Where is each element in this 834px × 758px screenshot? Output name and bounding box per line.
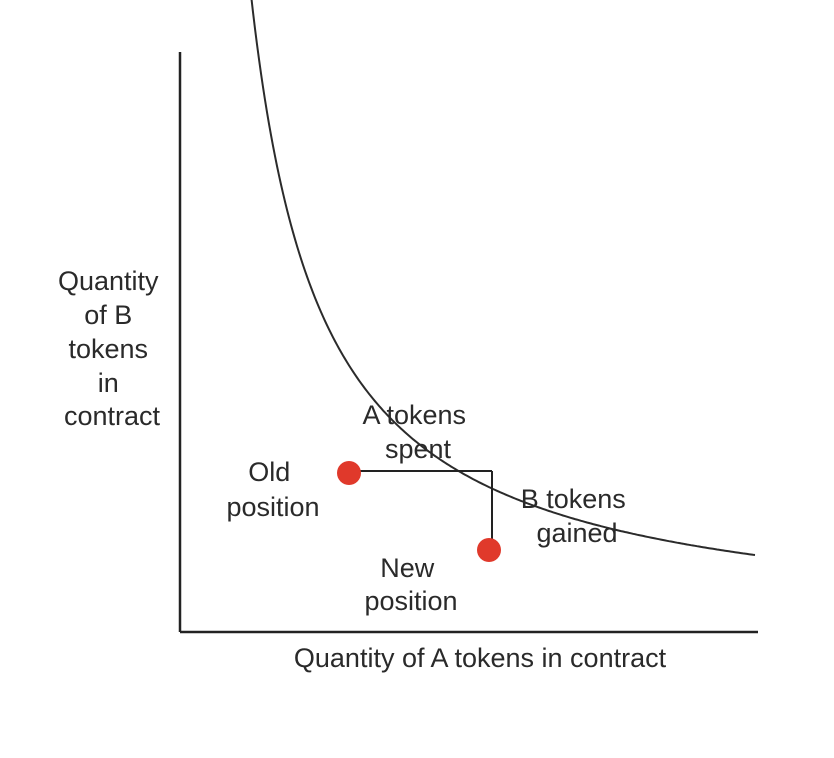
old-position-point (337, 461, 361, 485)
y-axis-label-line: Quantity (58, 266, 159, 296)
y-axis-label-line: of B (84, 300, 132, 330)
label-line: A tokens (362, 400, 466, 430)
old-position-label: Old position (226, 457, 319, 522)
a-tokens-spent-label: A tokens spent (362, 400, 473, 464)
bonding-curve (250, 0, 756, 556)
label-line: B tokens (521, 484, 626, 514)
y-axis-label-line: contract (64, 401, 161, 431)
label-line: position (364, 586, 457, 616)
y-axis-label-line: in (98, 368, 119, 398)
label-line: spent (385, 434, 452, 464)
label-line: Old (248, 457, 290, 487)
label-line: gained (536, 518, 617, 548)
label-line: position (226, 492, 319, 522)
new-position-label: New position (364, 553, 457, 616)
b-tokens-gained-label: B tokens gained (521, 484, 634, 548)
label-line: New (380, 553, 435, 583)
new-position-point (477, 538, 501, 562)
y-axis-label-line: tokens (68, 334, 148, 364)
x-axis-label: Quantity of A tokens in contract (294, 643, 667, 673)
y-axis-label: Quantity of B tokens in contract (58, 266, 166, 431)
